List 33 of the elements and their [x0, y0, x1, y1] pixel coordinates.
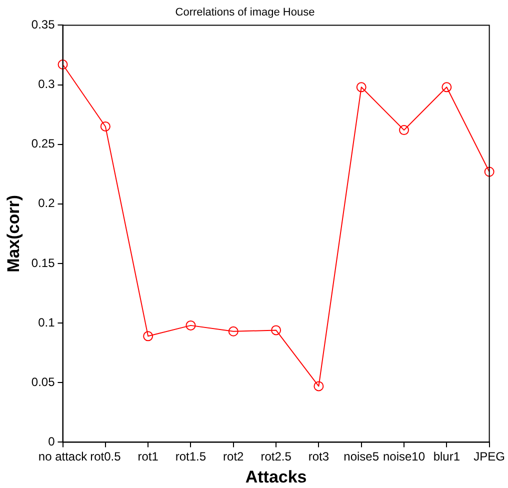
point	[143, 331, 154, 342]
y-tick-label: 0	[48, 434, 56, 449]
point	[271, 325, 282, 336]
x-tick-label: rot2	[223, 450, 244, 464]
x-tick-label: rot0.5	[90, 450, 122, 464]
y-tick-label: 0.15	[31, 256, 56, 270]
y-tick-label: 0.1	[38, 315, 56, 330]
y-tick-label: 0.35	[31, 18, 56, 32]
y-tick-label: 0.05	[31, 374, 56, 389]
x-tick-label: blur1	[433, 450, 460, 464]
chart-title: Correlations of image House	[175, 6, 315, 19]
x-tick-label: rot2.5	[260, 450, 292, 464]
x-tick-label: no attack	[38, 450, 88, 464]
point	[484, 166, 494, 177]
point	[58, 60, 68, 70]
x-tick-label: noise10	[382, 450, 426, 464]
x-tick-label: rot1	[138, 450, 159, 464]
y-tick-label: 0.25	[31, 136, 56, 151]
x-tick-label: rot3	[308, 450, 330, 464]
x-tick-label: rot1.5	[175, 450, 206, 464]
y-axis-title: Max(corr)	[4, 194, 23, 272]
y-tick-label: 0.2	[38, 196, 56, 210]
x-axis-title: Attacks	[245, 467, 307, 486]
point	[186, 320, 196, 330]
point	[100, 121, 110, 132]
x-tick-label: JPEG	[474, 450, 505, 464]
x-tick-label: noise5	[344, 450, 380, 464]
point	[228, 326, 238, 336]
y-tick-label: 0.3	[38, 77, 56, 92]
point	[314, 381, 324, 392]
point	[356, 82, 366, 92]
point	[442, 82, 452, 92]
point	[399, 125, 410, 136]
